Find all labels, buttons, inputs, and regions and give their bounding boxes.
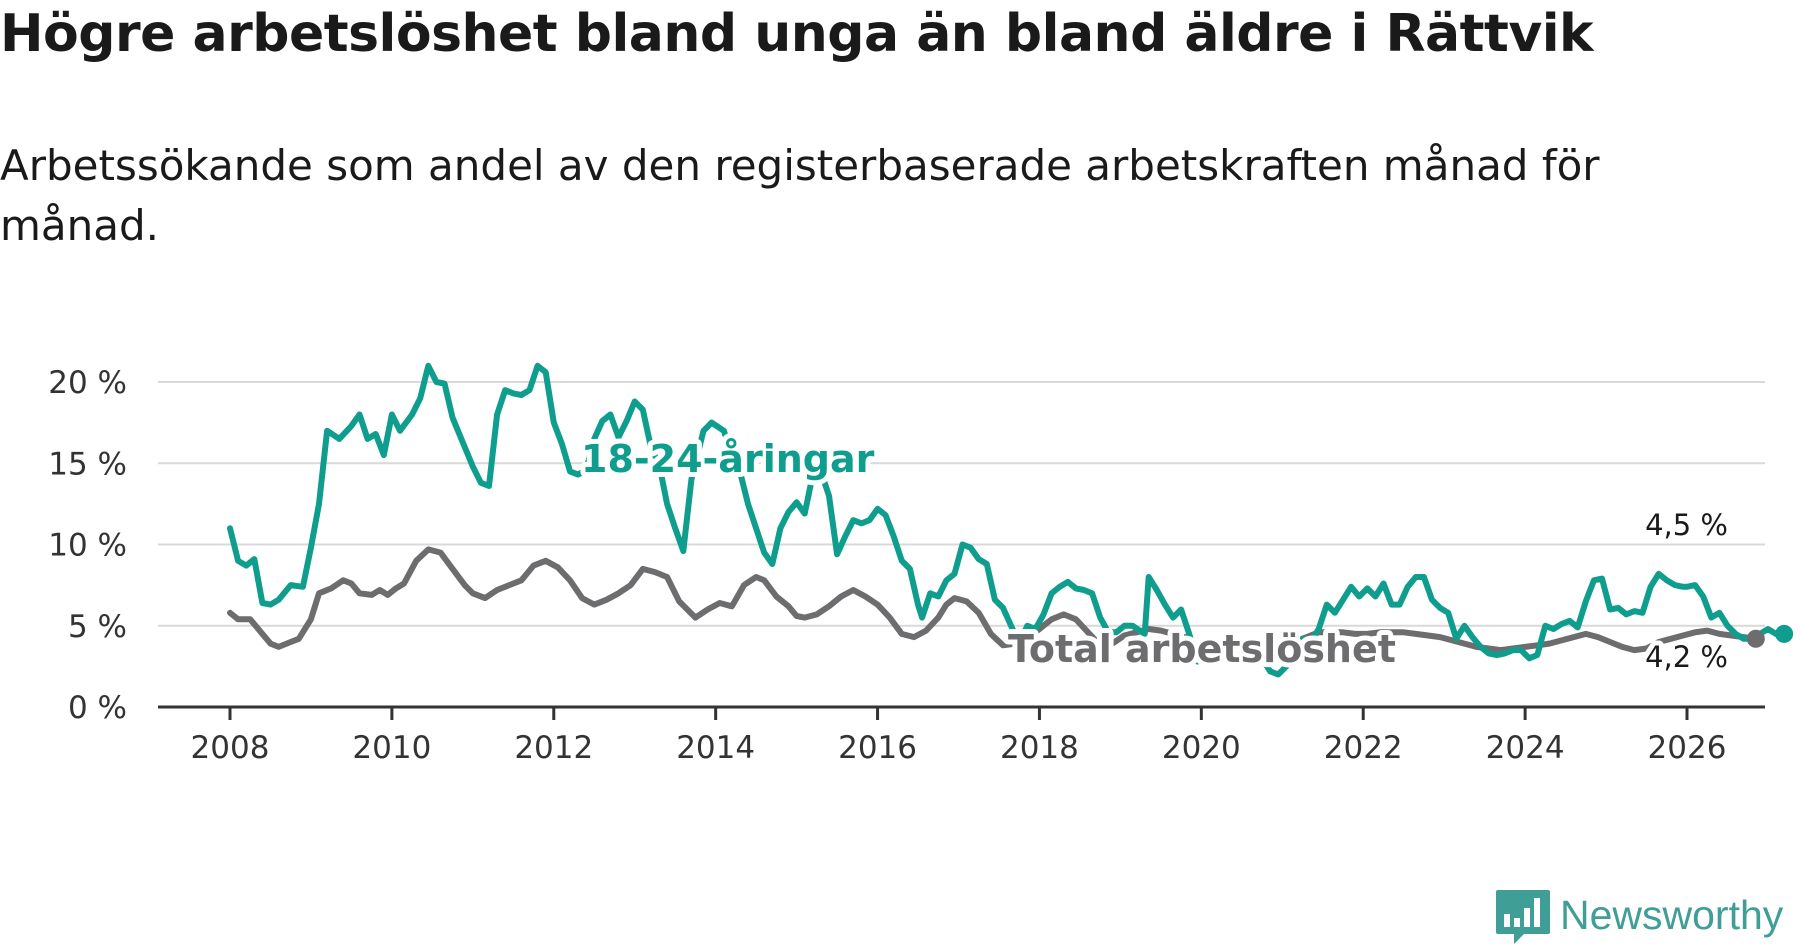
y-tick-label: 20 % <box>48 365 127 401</box>
newsworthy-logo: Newsworthy <box>1494 888 1794 946</box>
series-labels: 18-24-åringar Total arbetslöshet 4,5 % 4,2 … <box>576 432 1733 679</box>
line-chart: 0 %5 %10 %15 %20 % 2008 2010 2012 2014 2016 2… <box>48 362 1794 766</box>
x-tick-label: 2020 <box>1162 730 1241 766</box>
end-label-total: 4,2 % <box>1645 640 1728 674</box>
chart-title: Högre arbetslöshet bland unga än bland ä… <box>0 4 1594 64</box>
y-tick-label: 15 % <box>48 446 127 482</box>
x-tick-label: 2022 <box>1324 730 1403 766</box>
x-tick-label: 2018 <box>1000 730 1079 766</box>
x-tick-label: 2026 <box>1648 730 1727 766</box>
x-tick-label: 2010 <box>352 730 431 766</box>
x-tick-label: 2012 <box>514 730 593 766</box>
y-tick-label: 10 % <box>48 528 127 564</box>
x-tick-label: 2008 <box>191 730 270 766</box>
end-point-total <box>1746 629 1765 648</box>
series-label-youth: 18-24-åringar <box>581 437 875 481</box>
y-tick-label: 0 % <box>68 690 127 726</box>
x-tick-label: 2014 <box>676 730 755 766</box>
end-point-youth <box>1775 624 1794 643</box>
series-line-youth <box>227 362 1788 678</box>
brand-name: Newsworthy <box>1560 892 1784 938</box>
series-lines <box>227 362 1794 678</box>
y-tick-label: 5 % <box>68 609 127 645</box>
bar-chart-speech-bubble-icon <box>1496 890 1550 944</box>
x-axis: 2008 2010 2012 2014 2016 2018 2020 2022 2024 2026 <box>158 705 1765 766</box>
chart-subtitle: Arbetssökande som andel av den registerb… <box>0 141 1600 250</box>
y-axis: 0 % 5 % 10 % 15 % 20 % <box>48 365 127 726</box>
series-label-total: Total arbetslöshet <box>1008 627 1396 671</box>
x-tick-label: 2024 <box>1486 730 1565 766</box>
series-line-total <box>227 546 1759 654</box>
x-tick-label: 2016 <box>838 730 917 766</box>
end-label-youth: 4,5 % <box>1645 508 1728 542</box>
